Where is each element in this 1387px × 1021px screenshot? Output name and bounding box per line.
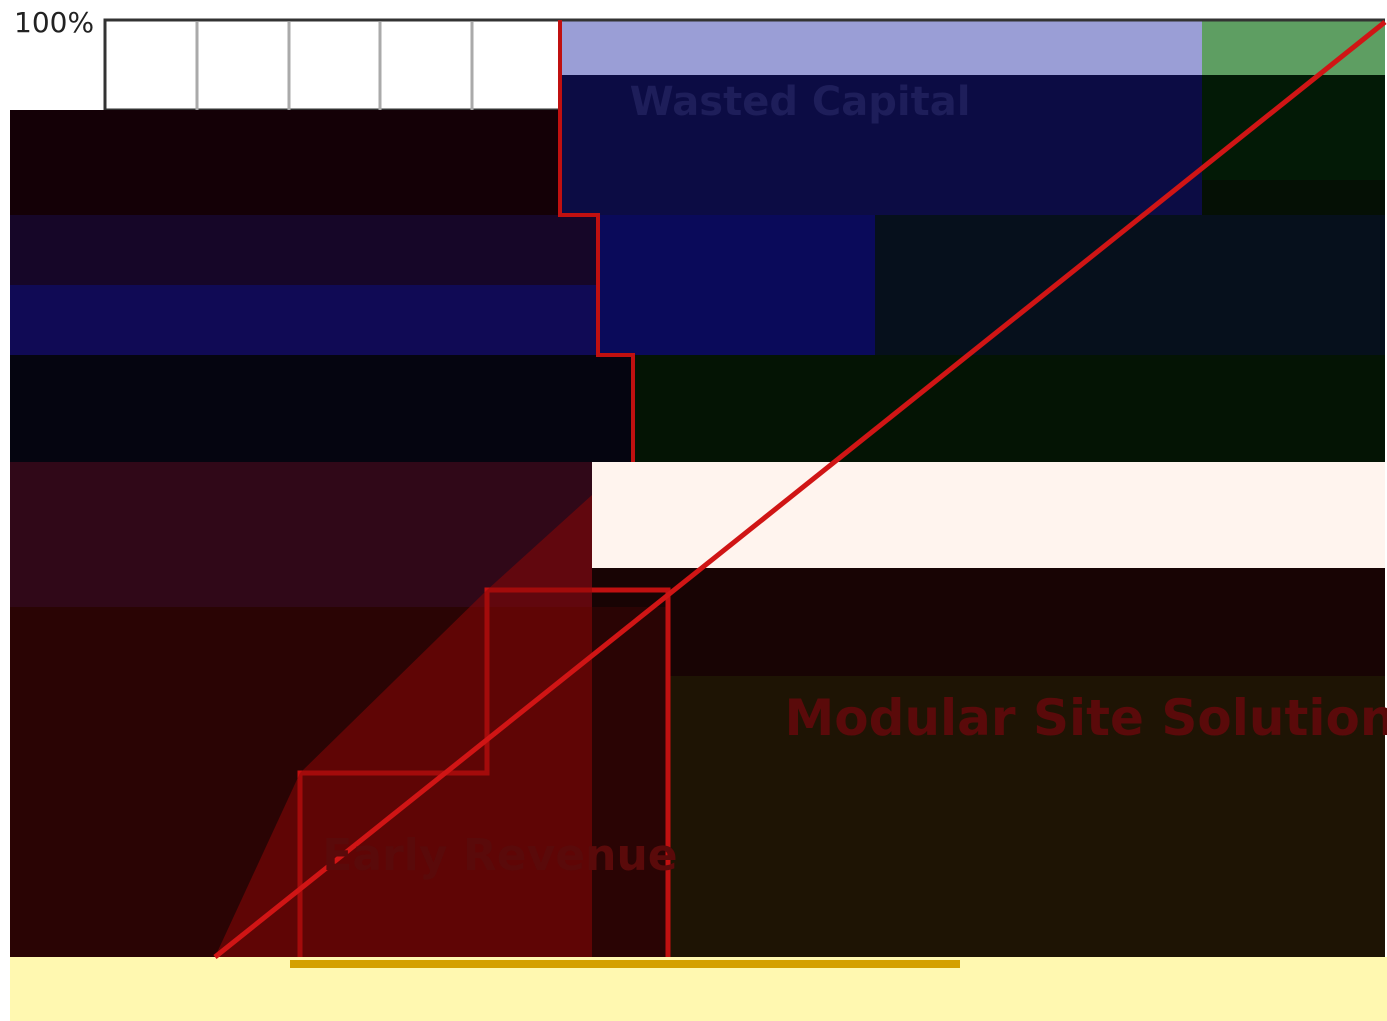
axis-label: 100% <box>14 6 94 39</box>
dark-band <box>1202 180 1385 215</box>
dark-band <box>592 568 1385 676</box>
peach-band <box>592 462 1385 568</box>
grid-lines <box>195 22 474 110</box>
gold-line <box>290 960 960 968</box>
olive-band <box>670 676 1385 957</box>
red-wedge <box>215 495 592 957</box>
wasted-capital-label: Wasted Capital <box>630 79 971 125</box>
step-outline <box>558 20 635 462</box>
dark-band <box>10 110 560 215</box>
purple-band <box>10 215 600 285</box>
navy-band <box>560 75 1202 215</box>
blue-band <box>600 215 875 355</box>
blue-band <box>10 285 600 355</box>
dark-green-band <box>635 355 1385 462</box>
dark-green-band <box>1202 75 1385 180</box>
dark-band <box>875 215 1385 355</box>
dark-band <box>10 355 635 462</box>
lavender-band <box>560 20 1202 75</box>
grid-area <box>103 18 562 112</box>
green-band <box>1202 20 1385 75</box>
early-revenue-label: Early Revenue <box>322 830 677 881</box>
modular-site-solution-label: Modular Site Solution <box>785 689 1387 747</box>
diagonal-line <box>213 20 1387 959</box>
